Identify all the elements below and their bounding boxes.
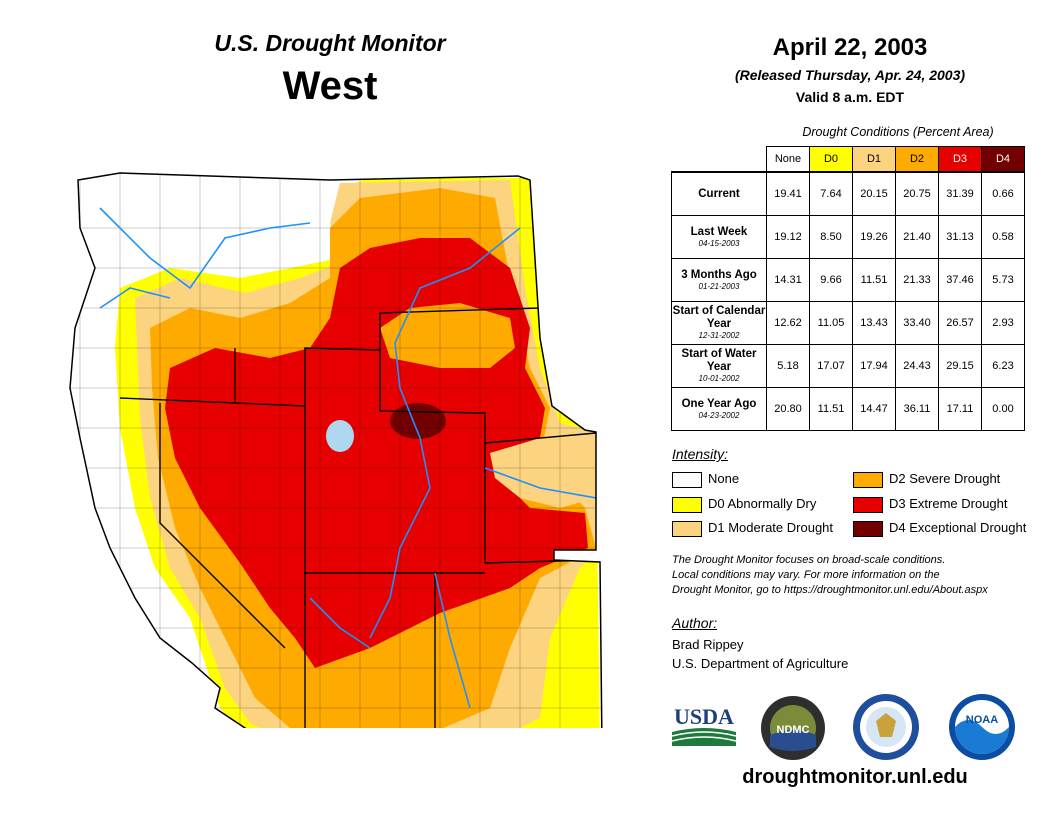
table-cell: 5.18 — [766, 344, 810, 388]
row-label-start-calendar-year: Start of Calendar Year 12-31-2002 — [671, 301, 767, 345]
drought-conditions-table: None D0 D1 D2 D3 D4 Current 19.41 7.64 2… — [671, 146, 1025, 431]
table-cell: 20.80 — [766, 387, 810, 431]
legend-title: Intensity: — [672, 446, 729, 462]
author-title: Author: — [672, 615, 718, 631]
table-cell: 17.94 — [852, 344, 896, 388]
svg-text:NOAA: NOAA — [966, 714, 998, 726]
table-cell: 11.51 — [852, 258, 896, 302]
map-title: U.S. Drought Monitor — [214, 30, 446, 56]
table-cell: 0.58 — [981, 215, 1025, 259]
great-salt-lake — [326, 420, 354, 452]
legend-swatch — [853, 520, 883, 537]
table-cell: 17.11 — [938, 387, 982, 431]
table-cell: 26.57 — [938, 301, 982, 345]
table-cell: 11.51 — [809, 387, 853, 431]
legend-swatch — [672, 520, 702, 537]
table-cell: 20.15 — [852, 171, 896, 216]
ndmc-logo: NDMC — [761, 696, 825, 760]
row-label-last-week: Last Week 04-15-2003 — [671, 215, 767, 259]
table-cell: 9.66 — [809, 258, 853, 302]
drought-map — [69, 172, 603, 728]
disclaimer-note: The Drought Monitor focuses on broad-sca… — [672, 554, 988, 596]
table-cell: 33.40 — [895, 301, 939, 345]
col-d3-header: D3 — [938, 146, 982, 173]
legend-swatch — [672, 471, 702, 488]
legend-item-d1: D1 Moderate Drought — [672, 519, 833, 537]
valid-time: Valid 8 a.m. EDT — [795, 89, 905, 105]
row-label-one-year-ago: One Year Ago 04-23-2002 — [671, 387, 767, 431]
table-cell: 2.93 — [981, 301, 1025, 345]
legend-item-none: None — [672, 470, 739, 488]
svg-text:NDMC: NDMC — [777, 724, 810, 736]
row-label-3-months-ago: 3 Months Ago 01-21-2003 — [671, 258, 767, 302]
table-cell: 31.13 — [938, 215, 982, 259]
row-label-start-water-year: Start of Water Year 10-01-2002 — [671, 344, 767, 388]
table-cell: 19.12 — [766, 215, 810, 259]
table-cell: 37.46 — [938, 258, 982, 302]
row-label-current: Current — [671, 171, 767, 216]
author-org: U.S. Department of Agriculture — [672, 656, 849, 671]
table-cell: 6.23 — [981, 344, 1025, 388]
col-none-header: None — [766, 146, 810, 173]
table-cell: 14.47 — [852, 387, 896, 431]
table-cell: 11.05 — [809, 301, 853, 345]
table-cell: 5.73 — [981, 258, 1025, 302]
state-boundaries — [119, 307, 597, 728]
legend-item-d0: D0 Abnormally Dry — [672, 495, 816, 513]
legend-item-d3: D3 Extreme Drought — [853, 495, 1008, 513]
table-cell: 0.00 — [981, 387, 1025, 431]
table-cell: 12.62 — [766, 301, 810, 345]
legend-swatch — [672, 496, 702, 513]
table-cell: 8.50 — [809, 215, 853, 259]
noaa-logo: NOAA — [949, 694, 1015, 760]
col-d4-header: D4 — [981, 146, 1025, 173]
west-outline — [69, 172, 603, 728]
usda-logo: USDA — [671, 704, 737, 746]
region-title: West — [282, 64, 378, 108]
legend-item-d2: D2 Severe Drought — [853, 470, 1000, 488]
table-cell: 13.43 — [852, 301, 896, 345]
col-d1-header: D1 — [852, 146, 896, 173]
table-cell: 14.31 — [766, 258, 810, 302]
table-cell: 7.64 — [809, 171, 853, 216]
release-date: (Released Thursday, Apr. 24, 2003) — [734, 67, 966, 83]
rivers — [99, 207, 597, 709]
table-cell: 19.26 — [852, 215, 896, 259]
table-cell: 17.07 — [809, 344, 853, 388]
website-link[interactable]: droughtmonitor.unl.edu — [742, 766, 968, 788]
map-d1-pocket — [490, 436, 596, 508]
table-cell: 0.66 — [981, 171, 1025, 216]
table-cell: 21.33 — [895, 258, 939, 302]
table-cell: 24.43 — [895, 344, 939, 388]
table-cell: 20.75 — [895, 171, 939, 216]
col-d2-header: D2 — [895, 146, 939, 173]
table-cell: 21.40 — [895, 215, 939, 259]
author-name: Brad Rippey — [672, 637, 744, 652]
table-cell: 31.39 — [938, 171, 982, 216]
map-d2-pocket — [380, 303, 515, 368]
map-date: April 22, 2003 — [772, 34, 928, 61]
legend-swatch — [853, 471, 883, 488]
legend-swatch — [853, 496, 883, 513]
table-cell: 36.11 — [895, 387, 939, 431]
table-cell: 19.41 — [766, 171, 810, 216]
legend-item-d4: D4 Exceptional Drought — [853, 519, 1026, 537]
table-cell: 29.15 — [938, 344, 982, 388]
table-caption: Drought Conditions (Percent Area) — [802, 125, 994, 139]
col-d0-header: D0 — [809, 146, 853, 173]
svg-text:USDA: USDA — [674, 704, 734, 729]
doc-seal-logo — [853, 694, 919, 760]
